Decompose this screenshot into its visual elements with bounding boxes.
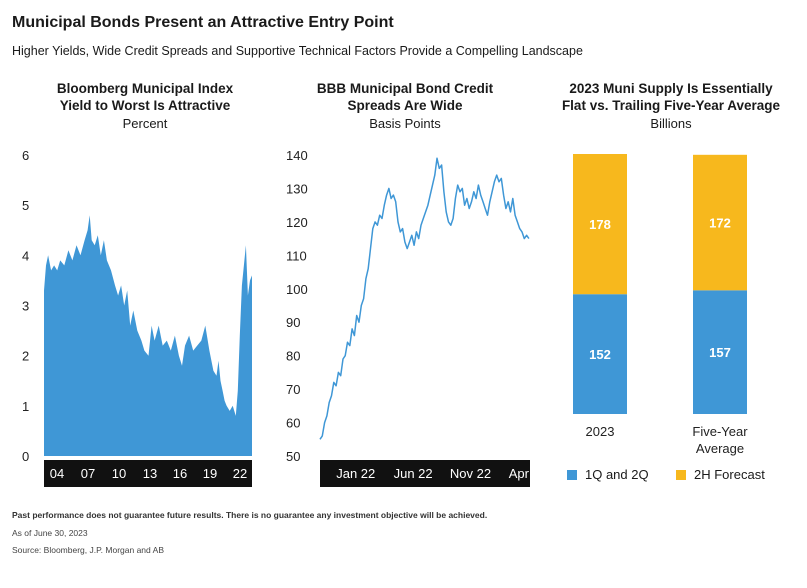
- chart2-title-line2: Spreads Are Wide: [347, 98, 463, 113]
- chart2-title: BBB Municipal Bond Credit Spreads Are Wi…: [285, 80, 525, 114]
- supply-bar-value-label: 157: [709, 345, 731, 360]
- chart2-ytick-label: 50: [286, 449, 300, 464]
- legend-swatch-blue: [567, 469, 577, 480]
- chart1-ytick-label: 5: [22, 198, 29, 213]
- chart1-ytick-label: 4: [22, 248, 29, 263]
- chart3-category-label: 2023: [586, 424, 615, 439]
- chart1-xtick-label: 10: [112, 466, 126, 481]
- chart2-ytick-label: 100: [286, 282, 308, 297]
- legend-item-1q-2q: 1Q and 2Q: [567, 467, 649, 482]
- legend-label-1q-2q: 1Q and 2Q: [585, 467, 649, 482]
- supply-bar-value-label: 172: [709, 216, 731, 231]
- supply-bar-segment: [693, 290, 747, 414]
- chart2-xtick-label: Jan 22: [336, 466, 375, 481]
- chart3-category-label: Five-Year: [692, 424, 748, 439]
- as-of-date: As of June 30, 2023: [12, 528, 88, 538]
- chart1-ytick-label: 6: [22, 148, 29, 163]
- source-note: Source: Bloomberg, J.P. Morgan and AB: [12, 545, 164, 555]
- legend-swatch-gold: [676, 469, 686, 480]
- chart2-ytick-label: 140: [286, 148, 308, 163]
- chart1-xaxis-band: [44, 460, 252, 487]
- chart2-ytick-label: 70: [286, 382, 300, 397]
- chart1-ytick-label: 2: [22, 349, 29, 364]
- chart2-xtick-label: Nov 22: [450, 466, 491, 481]
- disclaimer: Past performance does not guarantee futu…: [12, 510, 488, 520]
- chart3-title-line2: Flat vs. Trailing Five-Year Average: [561, 98, 781, 113]
- supply-bar-value-label: 178: [589, 217, 611, 232]
- chart2-ytick-label: 130: [286, 181, 308, 196]
- page-title: Municipal Bonds Present an Attractive En…: [12, 14, 394, 31]
- chart1-xtick-label: 22: [233, 466, 247, 481]
- chart1-title-line1: Bloomberg Municipal Index: [56, 81, 234, 96]
- chart1-xtick-label: 04: [50, 466, 64, 481]
- chart3-unit: Billions: [650, 116, 692, 131]
- spread-line-series: [319, 157, 530, 440]
- chart1-xtick-label: 13: [143, 466, 157, 481]
- chart1-title-line2: Yield to Worst Is Attractive: [59, 98, 231, 113]
- supply-bar-value-label: 152: [589, 347, 611, 362]
- chart1-ytick-label: 0: [22, 449, 29, 464]
- chart1-ytick-label: 3: [22, 299, 29, 314]
- chart1-ytick-label: 1: [22, 399, 29, 414]
- page-subtitle: Higher Yields, Wide Credit Spreads and S…: [12, 44, 583, 58]
- legend-item-2h-forecast: 2H Forecast: [676, 467, 765, 482]
- chart1-xtick-label: 19: [203, 466, 217, 481]
- chart1-xtick-label: 07: [81, 466, 95, 481]
- supply-bar-segment: [573, 294, 627, 414]
- chart2-ytick-label: 120: [286, 215, 308, 230]
- chart2-xaxis-band: [320, 460, 530, 487]
- legend-label-2h-forecast: 2H Forecast: [694, 467, 765, 482]
- yield-area-series: [44, 215, 252, 456]
- chart2-ytick-label: 90: [286, 315, 300, 330]
- chart3-category-label-line2: Average: [696, 441, 744, 456]
- chart2-unit: Basis Points: [369, 116, 441, 131]
- chart1-unit: Percent: [122, 116, 168, 131]
- supply-bar-segment: [573, 154, 627, 295]
- chart2-xtick-label: Jun 22: [394, 466, 433, 481]
- chart1-title: Bloomberg Municipal Index Yield to Worst…: [30, 80, 260, 114]
- chart2-ytick-label: 110: [286, 248, 307, 263]
- supply-bar-segment: [693, 154, 747, 291]
- chart3-title-line1: 2023 Muni Supply Is Essentially: [569, 81, 773, 96]
- chart2-ytick-label: 60: [286, 416, 300, 431]
- chart1-xtick-label: 16: [173, 466, 187, 481]
- chart2-title-line1: BBB Municipal Bond Credit: [316, 81, 494, 96]
- chart2-xtick-label: Apr 23: [509, 466, 547, 481]
- chart2-ytick-label: 80: [286, 349, 300, 364]
- chart3-title: 2023 Muni Supply Is Essentially Flat vs.…: [540, 80, 802, 114]
